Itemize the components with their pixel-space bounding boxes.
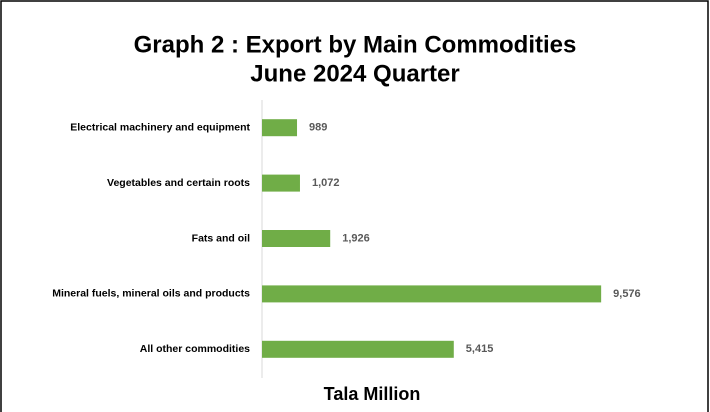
bar [262,230,331,247]
category-label: Electrical machinery and equipment [70,121,250,133]
data-label: 5,415 [466,343,494,355]
data-label: 1,072 [312,177,340,189]
category-label: All other commodities [140,343,250,355]
category-label: Vegetables and certain roots [107,177,250,189]
data-label: 989 [309,122,327,134]
bar [262,285,602,303]
category-label: Mineral fuels, mineral oils and products [52,288,250,300]
data-label: 1,926 [342,232,370,244]
data-label: 9,576 [613,288,641,300]
category-label: Fats and oil [192,232,250,244]
chart-title: Graph 2 : Export by Main Commodities [134,31,577,58]
bar [262,340,454,358]
bar [262,174,300,192]
x-axis-label: Tala Million [324,384,421,404]
chart-subtitle: June 2024 Quarter [250,60,459,87]
bar [262,119,298,137]
